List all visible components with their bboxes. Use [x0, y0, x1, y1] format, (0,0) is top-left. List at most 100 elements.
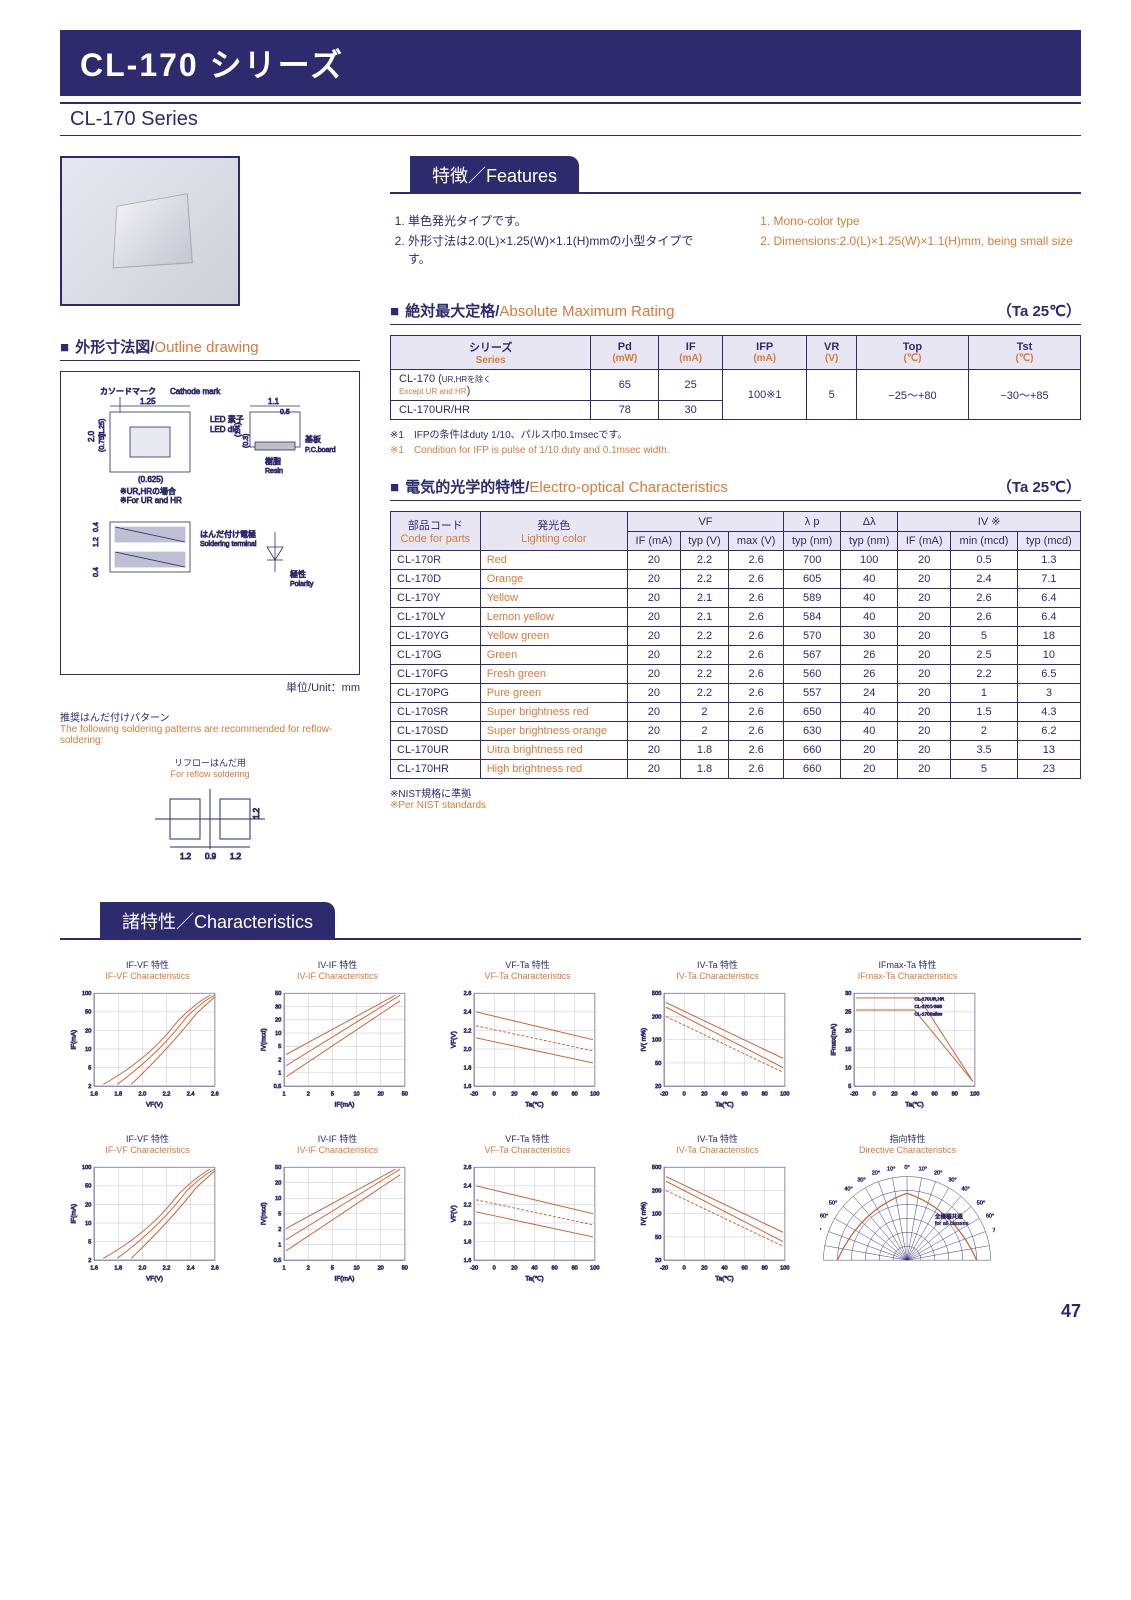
elec-cell: 24 — [841, 684, 898, 703]
svg-text:100: 100 — [970, 1091, 979, 1097]
svg-text:2.6: 2.6 — [464, 991, 472, 997]
elec-cell: 20 — [898, 570, 951, 589]
solder-diagram: リフローはんだ用 For reflow soldering 1.2 0.9 1.… — [60, 756, 360, 872]
svg-text:0.5: 0.5 — [274, 1258, 282, 1264]
sub-title-bar: CL-170 Series — [60, 102, 1081, 136]
char-header: 諸特性／Characteristics — [60, 902, 1081, 940]
svg-text:(0.3): (0.3) — [243, 434, 250, 448]
svg-text:80: 80 — [762, 1091, 768, 1097]
elec-cell: 2.6 — [729, 722, 784, 741]
svg-text:100: 100 — [780, 1265, 789, 1271]
svg-text:1.25: 1.25 — [140, 397, 156, 406]
svg-text:0.5: 0.5 — [280, 409, 290, 416]
elec-cell: 6.5 — [1017, 665, 1080, 684]
svg-text:100: 100 — [82, 1165, 91, 1171]
svg-text:1.2: 1.2 — [93, 537, 100, 547]
features-content: 単色発光タイプです。外形寸法は2.0(L)×1.25(W)×1.1(H)mmの小… — [390, 212, 1081, 270]
svg-text:50: 50 — [402, 1091, 408, 1097]
svg-text:2.2: 2.2 — [163, 1091, 171, 1097]
elec-cell: 40 — [841, 589, 898, 608]
svg-text:500: 500 — [652, 991, 661, 997]
svg-text:極性: 極性 — [290, 569, 306, 579]
chart-box: 指向特性Directive Characteristics40°30°20°10… — [820, 1132, 995, 1291]
svg-text:10: 10 — [85, 1047, 91, 1053]
svg-text:VF(V): VF(V) — [146, 1276, 163, 1283]
svg-text:20°: 20° — [934, 1171, 942, 1177]
svg-text:2: 2 — [307, 1265, 310, 1271]
elec-cell: 2.2 — [680, 665, 728, 684]
elec-note-jp: ※NIST規格に準拠 — [390, 785, 1081, 800]
rating-header-cell: IFP(mA) — [723, 336, 807, 370]
main-title: CL-170 シリーズ — [60, 30, 1081, 96]
elec-cell: 6.4 — [1017, 589, 1080, 608]
svg-text:60: 60 — [551, 1091, 557, 1097]
elec-row: CL-170HRHigh brightness red201.82.666020… — [391, 760, 1081, 779]
svg-text:基板: 基板 — [305, 434, 321, 444]
svg-text:60: 60 — [741, 1091, 747, 1097]
elec-cell: 23 — [1017, 760, 1080, 779]
elec-color: Yellow — [480, 589, 627, 608]
svg-text:IV(mcd): IV(mcd) — [261, 1202, 268, 1225]
chart-box: IV-Ta 特性IV-Ta Characteristics-2002040608… — [630, 958, 805, 1117]
outline-drawing: カソードマーク Cathode mark 1.25 LED 素子 LED die… — [60, 371, 360, 675]
elec-cell: 2.2 — [951, 665, 1018, 684]
elec-color: Super brightness orange — [480, 722, 627, 741]
outline-heading-en: Outline drawing — [154, 339, 258, 356]
svg-text:5: 5 — [848, 1084, 851, 1090]
elec-cell: 20 — [898, 627, 951, 646]
rating-notes: ※1 IFPの条件はduty 1/10、パルス巾0.1msecです。 ※1 Co… — [390, 426, 1081, 456]
svg-text:0.4: 0.4 — [93, 567, 100, 577]
product-cube — [113, 193, 193, 268]
elec-cell: 584 — [784, 608, 841, 627]
svg-text:40: 40 — [531, 1091, 537, 1097]
elec-cell: 4.3 — [1017, 703, 1080, 722]
svg-text:1: 1 — [278, 1243, 281, 1249]
rating-cell: 30 — [659, 401, 723, 420]
svg-text:80: 80 — [572, 1265, 578, 1271]
svg-text:200: 200 — [652, 1188, 661, 1194]
svg-text:30°: 30° — [948, 1177, 956, 1183]
elec-cell: 26 — [841, 665, 898, 684]
elec-cell: 2.2 — [680, 627, 728, 646]
svg-text:1.6: 1.6 — [464, 1258, 472, 1264]
feature-jp-item: 外形寸法は2.0(L)×1.25(W)×1.1(H)mmの小型タイプです。 — [408, 232, 716, 268]
elec-cell: 2.6 — [951, 608, 1018, 627]
svg-text:2.4: 2.4 — [464, 1010, 472, 1016]
elec-cell: 2 — [680, 722, 728, 741]
svg-text:40: 40 — [721, 1265, 727, 1271]
svg-text:1.1: 1.1 — [268, 397, 280, 406]
svg-text:VF(V): VF(V) — [146, 1102, 163, 1109]
svg-text:20: 20 — [655, 1084, 661, 1090]
svg-text:2.6: 2.6 — [464, 1165, 472, 1171]
svg-text:0°: 0° — [904, 1165, 909, 1171]
svg-text:-20: -20 — [470, 1265, 478, 1271]
svg-text:2.4: 2.4 — [187, 1091, 195, 1097]
svg-text:100: 100 — [780, 1091, 789, 1097]
svg-text:1: 1 — [283, 1265, 286, 1271]
elec-heading-en: Electro-optical Characteristics — [529, 479, 727, 496]
svg-text:10: 10 — [275, 1031, 281, 1037]
svg-text:※UR,HRの場合: ※UR,HRの場合 — [120, 486, 176, 496]
svg-text:1.6: 1.6 — [464, 1084, 472, 1090]
svg-text:10°: 10° — [887, 1167, 895, 1173]
elec-heading-jp: 電気的光学的特性 — [405, 479, 525, 496]
elec-row: CL-170RRed202.22.6700100200.51.3 — [391, 551, 1081, 570]
elec-cell: 20 — [627, 665, 680, 684]
elec-cell: 20 — [898, 608, 951, 627]
char-tab: 諸特性／Characteristics — [100, 902, 335, 940]
elec-cell: 26 — [841, 646, 898, 665]
svg-text:20: 20 — [275, 1018, 281, 1024]
svg-text:0: 0 — [683, 1265, 686, 1271]
rating-header-cell: VR(V) — [807, 336, 857, 370]
svg-text:20: 20 — [378, 1091, 384, 1097]
svg-text:20: 20 — [85, 1202, 91, 1208]
svg-text:0: 0 — [683, 1091, 686, 1097]
chart-title-en: IFmax-Ta Characteristics — [820, 971, 995, 981]
reflow-en: For reflow soldering — [60, 769, 360, 779]
svg-text:40°: 40° — [961, 1186, 969, 1192]
elec-color: Uitra brightness red — [480, 741, 627, 760]
elec-row: CL-170PGPure green202.22.6557242013 — [391, 684, 1081, 703]
svg-text:0: 0 — [873, 1091, 876, 1097]
elec-cell: 10 — [1017, 646, 1080, 665]
svg-text:20: 20 — [655, 1258, 661, 1264]
